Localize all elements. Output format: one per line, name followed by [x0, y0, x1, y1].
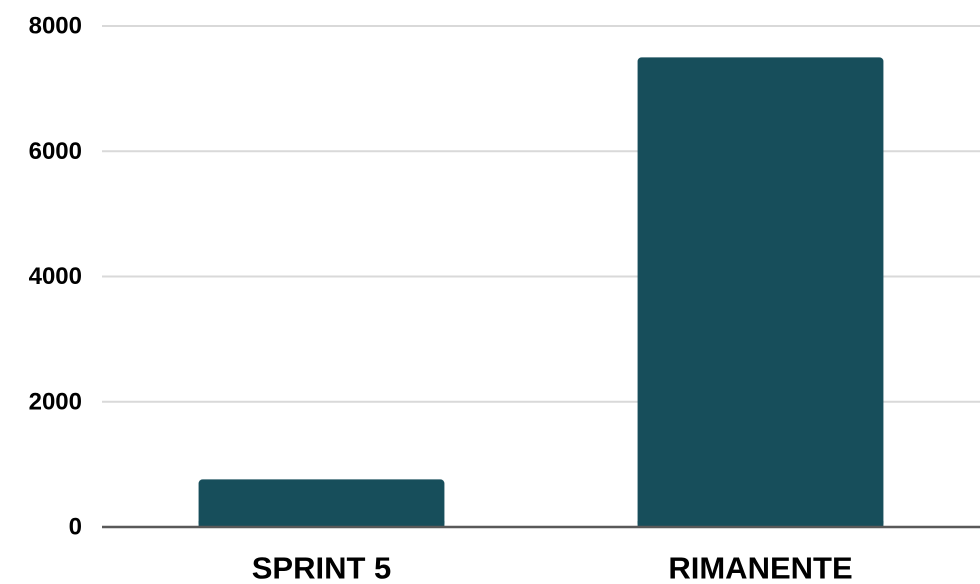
bar-rimanente-base: [637, 521, 884, 527]
bars: [198, 57, 884, 527]
bar-rimanente: [637, 57, 884, 527]
bar-sprint-5-base: [198, 521, 445, 527]
y-tick-label-6000: 6000: [29, 138, 82, 165]
y-tick-label-2000: 2000: [29, 388, 82, 415]
bar-sprint-5: [198, 479, 445, 527]
y-tick-label-8000: 8000: [29, 13, 82, 40]
y-tick-labels: 0 2000 4000 6000 8000: [29, 13, 82, 541]
y-tick-label-4000: 4000: [29, 263, 82, 290]
x-category-label-0: SPRINT 5: [252, 551, 392, 584]
x-category-labels: SPRINT 5 RIMANENTE: [252, 551, 853, 584]
x-category-label-1: RIMANENTE: [668, 551, 852, 584]
y-tick-label-0: 0: [69, 514, 82, 541]
